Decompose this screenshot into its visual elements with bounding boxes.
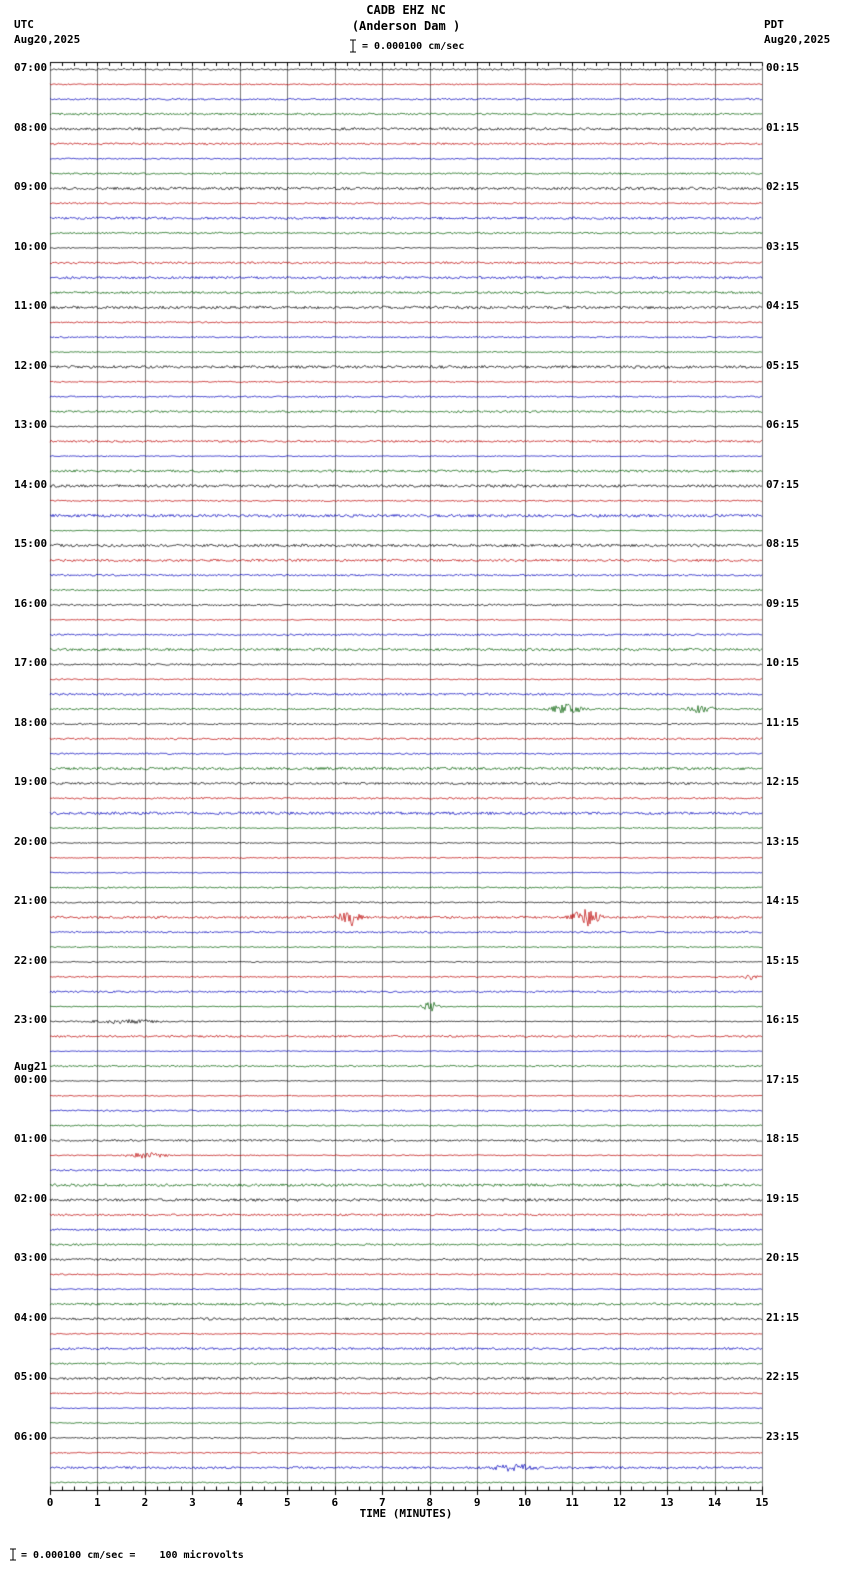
utc-hour-label: 14:00 xyxy=(14,477,48,491)
utc-hour-label: 04:00 xyxy=(14,1310,48,1324)
utc-hour-label: 19:00 xyxy=(14,775,48,789)
pdt-hour-label: 09:15 xyxy=(766,596,800,610)
utc-hour-label: 23:00 xyxy=(14,1013,48,1027)
utc-date: Aug20,2025 xyxy=(14,33,81,46)
pdt-hour-label: 02:15 xyxy=(766,180,800,194)
utc-hour-label: 20:00 xyxy=(14,834,48,848)
x-tick-label: 0 xyxy=(46,1496,54,1509)
pdt-hour-label: 00:15 xyxy=(766,61,800,75)
pdt-hour-label: 07:15 xyxy=(766,477,800,491)
utc-hour-label: 01:00 xyxy=(14,1132,48,1146)
x-tick-label: 12 xyxy=(612,1496,627,1509)
pdt-hour-label: 08:15 xyxy=(766,537,800,551)
station-location: (Anderson Dam ) xyxy=(351,19,461,33)
utc-timezone-label: UTC xyxy=(14,18,34,31)
utc-hour-label: 11:00 xyxy=(14,299,48,313)
x-tick-label: 8 xyxy=(426,1496,434,1509)
pdt-hour-label: 20:15 xyxy=(766,1251,800,1265)
utc-hour-label: 18:00 xyxy=(14,715,48,729)
x-tick-label: 9 xyxy=(473,1496,481,1509)
utc-hour-label: 13:00 xyxy=(14,418,48,432)
utc-hour-label: 15:00 xyxy=(14,537,48,551)
pdt-hour-label: 15:15 xyxy=(766,953,800,967)
x-tick-label: 4 xyxy=(236,1496,244,1509)
x-tick-label: 11 xyxy=(565,1496,579,1509)
scale-bracket-icon xyxy=(350,39,356,53)
pdt-hour-label: 12:15 xyxy=(766,775,800,789)
utc-hour-label: 08:00 xyxy=(14,120,48,134)
utc-hour-label: 22:00 xyxy=(14,953,48,967)
utc-hour-label: 12:00 xyxy=(14,358,48,372)
footer-scale-bracket-icon xyxy=(10,1548,16,1561)
utc-hour-label: 09:00 xyxy=(14,180,48,194)
utc-hour-label: 07:00 xyxy=(14,61,48,75)
pdt-hour-label: 13:15 xyxy=(766,834,800,848)
pdt-date: Aug20,2025 xyxy=(764,33,831,46)
utc-date-label: Aug21 xyxy=(14,1059,48,1073)
utc-hour-label: 06:00 xyxy=(14,1429,48,1443)
pdt-hour-label: 11:15 xyxy=(766,715,800,729)
pdt-timezone-label: PDT xyxy=(764,18,784,31)
x-tick-label: 6 xyxy=(331,1496,339,1509)
utc-hour-label: 05:00 xyxy=(14,1370,48,1384)
pdt-hour-label: 14:15 xyxy=(766,894,800,908)
x-tick-label: 7 xyxy=(378,1496,386,1509)
pdt-hour-label: 03:15 xyxy=(766,239,800,253)
pdt-hour-label: 21:15 xyxy=(766,1310,800,1324)
pdt-hour-label: 17:15 xyxy=(766,1072,800,1086)
x-tick-label: 15 xyxy=(755,1496,769,1509)
pdt-hour-label: 05:15 xyxy=(766,358,800,372)
x-tick-label: 1 xyxy=(94,1496,101,1509)
x-tick-label: 5 xyxy=(284,1496,291,1509)
x-tick-label: 13 xyxy=(660,1496,674,1509)
pdt-hour-label: 06:15 xyxy=(766,418,800,432)
pdt-hour-label: 04:15 xyxy=(766,299,800,313)
utc-hour-label: 10:00 xyxy=(14,239,48,253)
pdt-hour-label: 10:15 xyxy=(766,656,800,670)
x-tick-label: 10 xyxy=(518,1496,532,1509)
x-tick-label: 2 xyxy=(141,1496,149,1509)
pdt-hour-label: 23:15 xyxy=(766,1429,800,1443)
pdt-hour-label: 18:15 xyxy=(766,1132,800,1146)
pdt-hour-label: 22:15 xyxy=(766,1370,800,1384)
pdt-hour-label: 16:15 xyxy=(766,1013,800,1027)
utc-hour-label: 02:00 xyxy=(14,1191,48,1205)
footer-scale-note: = 0.000100 cm/sec = 100 microvolts xyxy=(21,1550,244,1561)
station-title: CADB EHZ NC xyxy=(366,3,446,17)
x-tick-label: 14 xyxy=(707,1496,722,1509)
pdt-hour-label: 19:15 xyxy=(766,1191,800,1205)
utc-hour-label: 17:00 xyxy=(14,656,48,670)
utc-hour-label: 00:00 xyxy=(14,1072,48,1086)
x-tick-label: 3 xyxy=(189,1496,196,1509)
utc-hour-label: 21:00 xyxy=(14,894,48,908)
pdt-hour-label: 01:15 xyxy=(766,120,800,134)
utc-hour-label: 16:00 xyxy=(14,596,48,610)
x-axis-title: TIME (MINUTES) xyxy=(359,1507,453,1520)
utc-hour-label: 03:00 xyxy=(14,1251,48,1265)
scale-text: = 0.000100 cm/sec xyxy=(362,41,465,52)
